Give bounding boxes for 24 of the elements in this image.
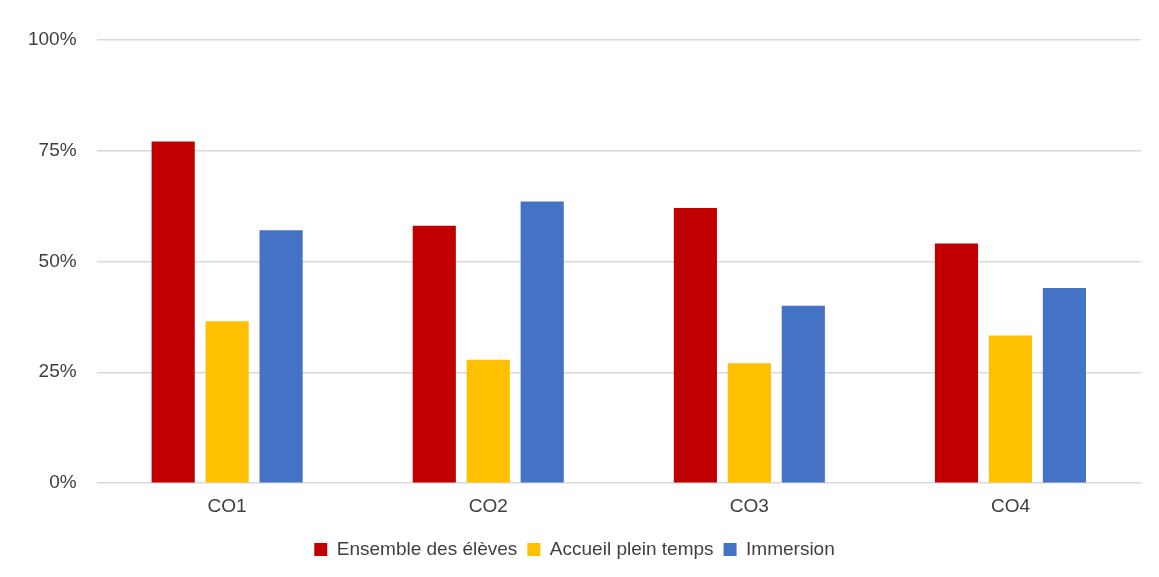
- bar: [466, 359, 510, 483]
- x-tick-label: CO1: [207, 494, 247, 516]
- y-tick-label: 50%: [38, 249, 77, 271]
- x-tick-label: CO3: [729, 494, 769, 516]
- bar: [988, 335, 1033, 483]
- x-tick-label: CO2: [468, 494, 508, 516]
- x-tick-label: CO4: [990, 494, 1031, 516]
- legend-label: Immersion: [746, 537, 835, 559]
- bar: [934, 243, 979, 483]
- y-tick-label: 25%: [38, 360, 77, 382]
- legend-label: Accueil plein temps: [549, 537, 714, 559]
- bar: [259, 230, 303, 483]
- y-tick-label: 0%: [49, 471, 77, 493]
- bar: [1042, 287, 1086, 483]
- bar: [412, 225, 456, 483]
- bar: [151, 141, 195, 483]
- bar: [205, 321, 249, 483]
- y-tick-label: 100%: [27, 27, 77, 49]
- bar: [781, 305, 825, 483]
- y-tick-label: 75%: [38, 138, 77, 160]
- bar: [673, 208, 717, 483]
- legend-label: Ensemble des élèves: [336, 537, 518, 559]
- bar: [520, 201, 564, 483]
- bar: [727, 363, 771, 483]
